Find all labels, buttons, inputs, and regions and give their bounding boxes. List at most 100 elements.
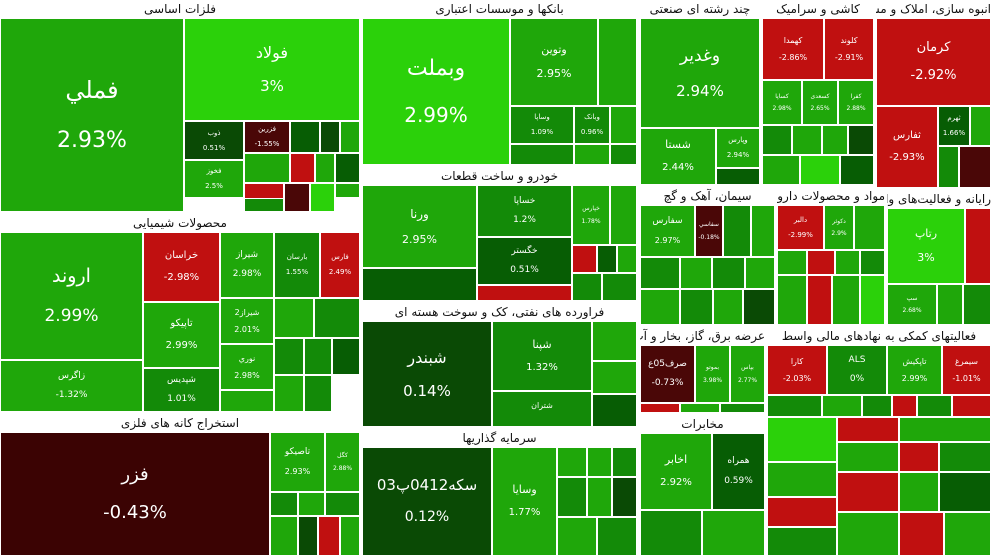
stock-tile-small[interactable] [298, 516, 318, 556]
stock-tile[interactable]: رتاپ 3% [887, 208, 965, 284]
stock-tile-small[interactable] [800, 155, 840, 185]
stock-tile-small[interactable] [832, 275, 860, 325]
stock-tile-small[interactable] [712, 257, 745, 289]
stock-tile-small[interactable] [767, 462, 837, 497]
stock-tile-small[interactable] [837, 472, 899, 512]
stock-tile[interactable]: کگل 2.88% [325, 432, 360, 492]
stock-tile[interactable]: ورنا 2.95% [362, 185, 477, 268]
stock-tile[interactable]: تاپيكو 2.99% [143, 302, 220, 368]
stock-tile[interactable]: ثهرم 1.66% [938, 106, 970, 146]
stock-tile[interactable]: تاصيكو 2.93% [270, 432, 325, 492]
stock-tile-small[interactable] [792, 125, 822, 155]
stock-tile-small[interactable] [557, 447, 587, 477]
stock-tile-small[interactable] [807, 275, 832, 325]
stock-tile-small[interactable] [640, 510, 702, 556]
sector-title[interactable]: بانکها و موسسات اعتباری [362, 0, 637, 19]
stock-tile-small[interactable] [937, 284, 963, 325]
sector-title[interactable]: فلزات اساسی [0, 0, 360, 19]
stock-tile-small[interactable] [284, 183, 310, 212]
sector-title[interactable]: خودرو و ساخت قطعات [362, 167, 637, 186]
stock-tile-small[interactable] [304, 375, 332, 412]
stock-tile-small[interactable] [822, 125, 848, 155]
stock-tile-small[interactable] [767, 527, 837, 556]
stock-tile-small[interactable] [597, 245, 617, 273]
stock-tile-small[interactable] [751, 205, 775, 257]
stock-tile-small[interactable] [592, 321, 637, 361]
stock-tile[interactable]: سفارس 2.97% [640, 205, 695, 257]
stock-tile-small[interactable] [274, 298, 314, 338]
stock-tile-small[interactable] [617, 245, 637, 273]
stock-tile-small[interactable] [640, 289, 680, 325]
stock-tile-small[interactable] [840, 155, 874, 185]
stock-tile[interactable]: بارسان 1.55% [274, 232, 320, 298]
sector-title[interactable]: سیمان، آهک و گچ [640, 187, 775, 206]
stock-tile-small[interactable] [680, 289, 713, 325]
stock-tile-small[interactable] [860, 275, 885, 325]
stock-tile-small[interactable] [837, 512, 899, 556]
stock-tile-small[interactable] [298, 492, 325, 516]
stock-tile[interactable]: خراسان -2.98% [143, 232, 220, 302]
sector-title[interactable]: چند رشته ای صنعتی [640, 0, 760, 19]
sector-title[interactable]: عرضه برق، گاز، بخار و آب گرم [640, 327, 765, 346]
stock-tile-small[interactable] [610, 144, 637, 165]
stock-tile[interactable]: کارا -2.03% [767, 345, 827, 395]
stock-tile[interactable]: کلوند -2.91% [824, 18, 874, 80]
stock-tile-small[interactable] [587, 477, 612, 517]
stock-tile[interactable]: صرف05ع -0.73% [640, 345, 695, 403]
stock-tile-small[interactable] [610, 106, 637, 144]
stock-tile[interactable]: تاپکیش 2.99% [887, 345, 942, 395]
stock-tile[interactable]: خپارس 1.78% [572, 185, 610, 245]
stock-tile[interactable]: دالبر -2.99% [777, 205, 824, 250]
stock-tile-small[interactable] [320, 121, 340, 153]
stock-tile[interactable]: شيراز 2.98% [220, 232, 274, 298]
stock-tile[interactable]: وبملت 2.99% [362, 18, 510, 165]
stock-tile-small[interactable] [314, 298, 360, 338]
sector-title[interactable]: سرمایه گذاریها [362, 429, 637, 448]
stock-tile-small[interactable] [610, 185, 637, 245]
stock-tile-small[interactable] [767, 417, 837, 462]
stock-tile-small[interactable] [510, 144, 574, 165]
stock-tile[interactable]: وتوين 2.95% [510, 18, 598, 106]
stock-tile[interactable]: شبندر 0.14% [362, 321, 492, 427]
stock-tile-small[interactable] [939, 442, 991, 472]
stock-tile[interactable]: فزرین -1.55% [244, 121, 290, 153]
stock-tile-small[interactable] [917, 395, 952, 417]
stock-tile-small[interactable] [939, 472, 991, 512]
stock-tile-small[interactable] [899, 417, 991, 442]
stock-tile-small[interactable] [220, 390, 274, 412]
stock-tile[interactable]: سفاسي -0.18% [695, 205, 723, 257]
stock-tile[interactable]: فولاد 3% [184, 18, 360, 121]
stock-tile[interactable]: ثفارس -2.93% [876, 106, 938, 188]
stock-tile[interactable]: فارس 2.49% [320, 232, 360, 298]
stock-tile-small[interactable] [745, 257, 775, 289]
stock-tile[interactable]: شپديس 1.01% [143, 368, 220, 412]
stock-tile-small[interactable] [822, 395, 862, 417]
stock-tile-small[interactable] [702, 510, 765, 556]
stock-tile-small[interactable] [970, 106, 991, 146]
stock-tile-small[interactable] [318, 516, 340, 556]
stock-tile[interactable]: شتران [492, 391, 592, 427]
stock-tile-small[interactable] [587, 447, 612, 477]
stock-tile-small[interactable] [340, 121, 360, 153]
stock-tile-small[interactable] [938, 146, 959, 188]
stock-tile[interactable]: شپنا 1.32% [492, 321, 592, 391]
stock-tile-small[interactable] [837, 417, 899, 442]
sector-title[interactable]: کاشی و سرامیک [762, 0, 874, 19]
stock-tile-small[interactable] [762, 125, 792, 155]
stock-tile[interactable]: خگستر 0.51% [477, 237, 572, 285]
stock-tile-small[interactable] [777, 250, 807, 275]
stock-tile[interactable]: کسعدی 2.65% [802, 80, 838, 125]
stock-tile[interactable]: سكه0412پ03 0.12% [362, 447, 492, 556]
stock-tile-small[interactable] [892, 395, 917, 417]
stock-tile-small[interactable] [716, 168, 760, 185]
stock-tile-small[interactable] [862, 395, 892, 417]
stock-tile-small[interactable] [362, 268, 477, 301]
stock-tile-small[interactable] [723, 205, 751, 257]
stock-tile-small[interactable] [592, 361, 637, 394]
stock-tile-small[interactable] [640, 257, 680, 289]
stock-tile-small[interactable] [310, 183, 335, 212]
sector-title[interactable]: فعالیتهای کمکی به نهادهای مالی واسط [767, 327, 991, 346]
stock-tile-small[interactable] [244, 198, 284, 212]
stock-tile-small[interactable] [574, 144, 610, 165]
stock-tile-small[interactable] [340, 516, 360, 556]
